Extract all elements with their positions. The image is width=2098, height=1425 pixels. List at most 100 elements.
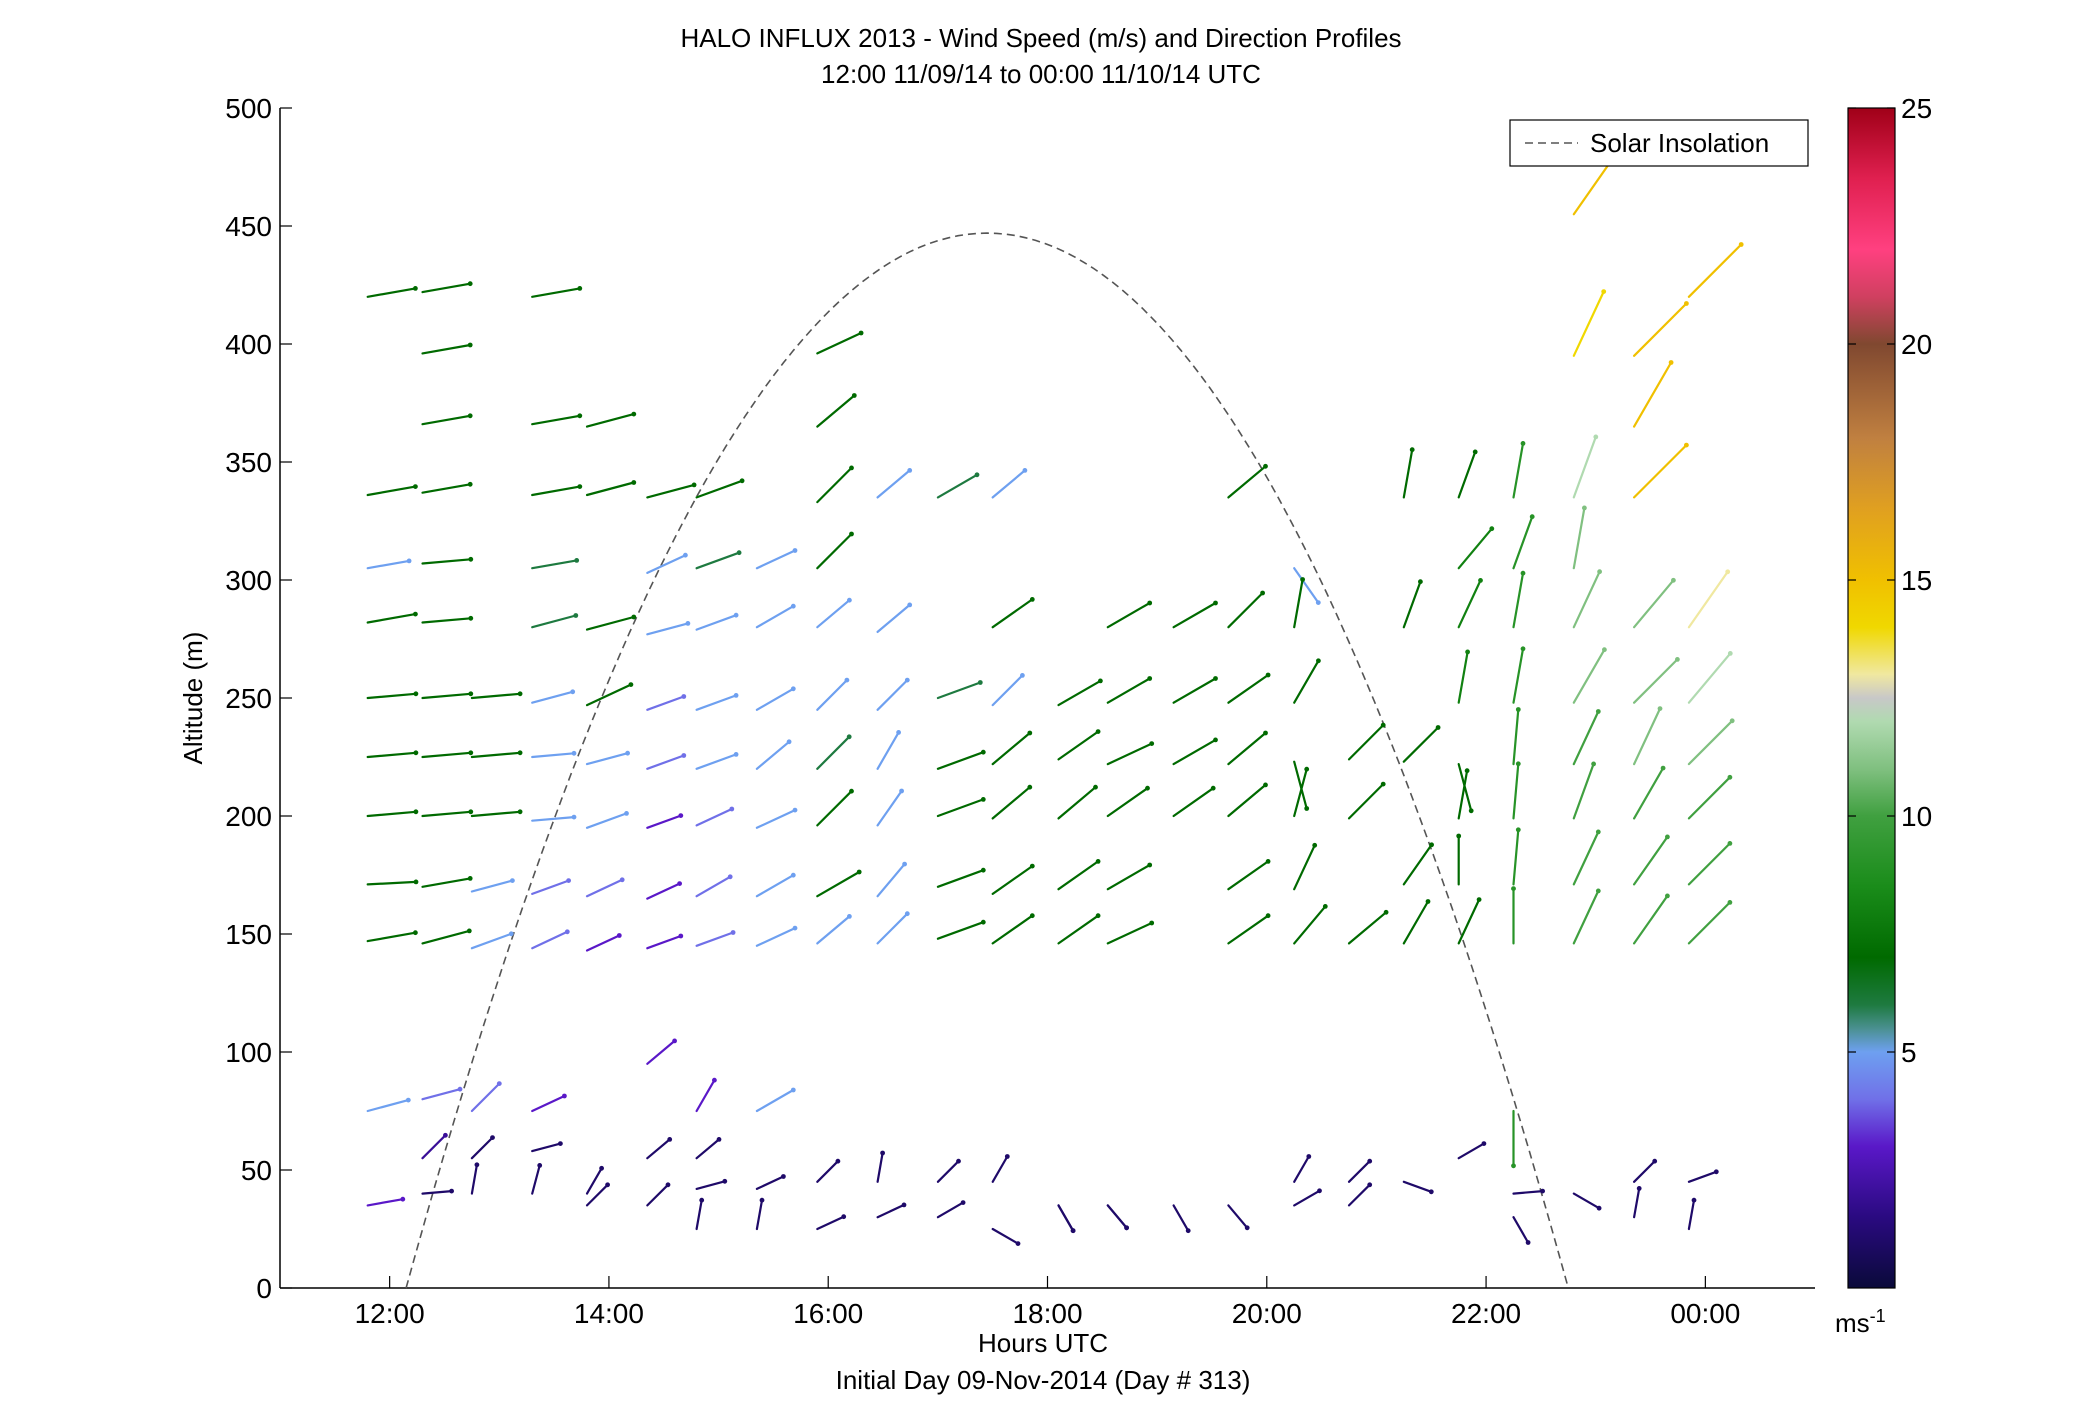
wind-barb bbox=[531, 559, 578, 570]
wind-barb bbox=[1172, 1204, 1190, 1232]
wind-barb bbox=[421, 483, 472, 494]
wind-barb-tip bbox=[1595, 829, 1601, 835]
wind-barb-tip bbox=[730, 930, 736, 935]
legend-box bbox=[1509, 119, 1809, 167]
wind-barb-tip bbox=[665, 1182, 671, 1188]
wind-barb-tip bbox=[1015, 1241, 1021, 1246]
wind-barb-tip bbox=[1020, 673, 1025, 678]
wind-barb-tip bbox=[904, 677, 910, 683]
wind-barb-tip bbox=[1472, 449, 1478, 455]
wind-barb bbox=[585, 1167, 603, 1195]
wind-barb-tip bbox=[449, 1188, 454, 1194]
wind-barb bbox=[646, 695, 685, 711]
wind-barb bbox=[531, 930, 569, 950]
wind-barb bbox=[1293, 567, 1320, 604]
wind-barb-tip bbox=[628, 682, 634, 687]
wind-barb-tip bbox=[1304, 766, 1310, 772]
wind-barb-tip bbox=[896, 730, 901, 735]
wind-barb-tip bbox=[1263, 782, 1268, 788]
wind-barb-tip bbox=[1213, 676, 1218, 681]
wind-barb bbox=[1512, 1216, 1530, 1244]
x-tick-label: 00:00 bbox=[1670, 1298, 1740, 1329]
wind-barb-tip bbox=[681, 694, 687, 699]
wind-barb bbox=[695, 1180, 726, 1191]
wind-barb-tip bbox=[467, 413, 473, 419]
wind-barb bbox=[991, 731, 1031, 766]
wind-barb-tip bbox=[1004, 1154, 1010, 1159]
wind-barb bbox=[1572, 1192, 1601, 1210]
legend: Solar Insolation bbox=[1509, 119, 1809, 167]
wind-barb-tip bbox=[616, 933, 622, 938]
wind-barb bbox=[421, 810, 472, 818]
y-tick-label: 300 bbox=[225, 565, 272, 596]
wind-barb bbox=[366, 287, 417, 298]
wind-barb bbox=[1632, 835, 1669, 886]
wind-barb-tip bbox=[467, 481, 473, 487]
wind-barb-tip bbox=[405, 1097, 411, 1103]
wind-barb bbox=[1293, 905, 1327, 945]
wind-barb-tip bbox=[1022, 468, 1028, 473]
wind-barb bbox=[1402, 1180, 1433, 1193]
wind-barb bbox=[1687, 243, 1743, 298]
wind-barb-tip bbox=[1529, 514, 1535, 520]
wind-barb bbox=[1457, 450, 1477, 499]
wind-barb-tip bbox=[1727, 841, 1733, 846]
wind-barb bbox=[1632, 766, 1665, 820]
wind-barb bbox=[366, 559, 411, 570]
wind-barb-tip bbox=[1435, 725, 1441, 730]
wind-barbs bbox=[366, 151, 1744, 1246]
wind-barb bbox=[1457, 579, 1482, 629]
wind-barb-tip bbox=[907, 468, 913, 473]
wind-barb bbox=[531, 1164, 541, 1195]
wind-barb bbox=[1402, 580, 1422, 629]
colorbar-tick-label: 15 bbox=[1901, 565, 1932, 596]
x-tick-label: 16:00 bbox=[793, 1298, 863, 1329]
wind-barb-tip bbox=[1684, 442, 1689, 448]
wind-barb-tip bbox=[1665, 834, 1670, 840]
wind-barb-tip bbox=[1671, 577, 1676, 583]
wind-barb bbox=[1057, 730, 1100, 761]
wind-barb bbox=[1457, 1142, 1486, 1160]
wind-barb-tip bbox=[1456, 833, 1462, 839]
wind-barb bbox=[1227, 673, 1270, 704]
colorbar-tick-label: 5 bbox=[1901, 1037, 1917, 1068]
wind-barb bbox=[991, 786, 1031, 820]
wind-barb bbox=[421, 1134, 447, 1160]
wind-barb bbox=[1347, 782, 1385, 820]
wind-barb bbox=[1632, 361, 1673, 428]
x-axis-ticks: 12:00 14:00 16:00 18:00 20:00 22:00 00:00 bbox=[355, 1276, 1740, 1329]
wind-barb bbox=[755, 605, 795, 629]
wind-barb-tip bbox=[574, 558, 580, 563]
wind-barb bbox=[816, 599, 851, 629]
wind-barb-tip bbox=[1511, 1163, 1516, 1169]
wind-barb bbox=[816, 331, 863, 355]
wind-barb-tip bbox=[1727, 774, 1733, 780]
wind-barb bbox=[421, 558, 472, 565]
wind-barb bbox=[1457, 650, 1469, 704]
wind-barb-tip bbox=[1515, 827, 1521, 833]
x-tick-label: 20:00 bbox=[1232, 1298, 1302, 1329]
wind-barb bbox=[816, 1160, 840, 1183]
wind-barb-tip bbox=[517, 750, 523, 756]
wind-barb bbox=[646, 1183, 670, 1207]
wind-barb-tip bbox=[457, 1086, 463, 1092]
wind-barb-tip bbox=[1027, 784, 1033, 790]
wind-barb-tip bbox=[1098, 678, 1103, 684]
wind-barb bbox=[646, 814, 682, 829]
chart-subtitle: 12:00 11/09/14 to 00:00 11/10/14 UTC bbox=[821, 59, 1261, 89]
wind-barb bbox=[1572, 435, 1597, 499]
wind-barb bbox=[585, 683, 633, 707]
wind-barb bbox=[1293, 659, 1320, 704]
wind-barb-tip bbox=[1601, 289, 1607, 294]
wind-barb bbox=[1172, 738, 1217, 766]
wind-barb bbox=[816, 790, 853, 827]
wind-barb-tip bbox=[577, 286, 583, 291]
wind-barb-tip bbox=[625, 750, 630, 756]
wind-barb bbox=[1687, 901, 1732, 945]
wind-barb bbox=[1457, 769, 1469, 820]
wind-barb bbox=[421, 414, 472, 426]
wind-barb-tip bbox=[847, 914, 852, 919]
wind-barb bbox=[1572, 290, 1605, 357]
wind-barb bbox=[646, 483, 696, 499]
wind-barb bbox=[1402, 843, 1433, 886]
